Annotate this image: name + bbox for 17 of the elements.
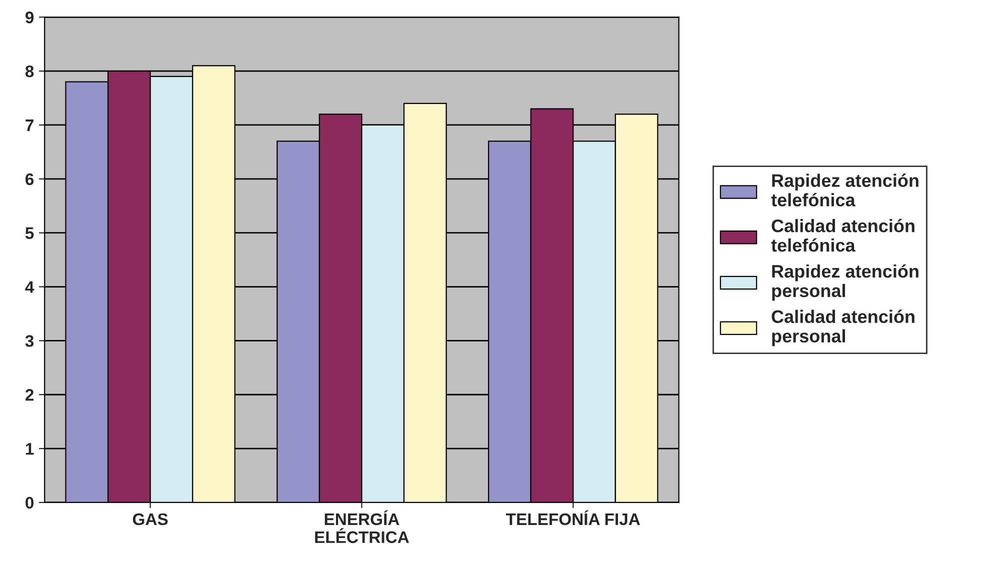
y-tick-label: 4 bbox=[25, 281, 34, 293]
y-tick-label: 1 bbox=[26, 443, 34, 455]
x-tick-label: GAS bbox=[132, 513, 168, 526]
y-tick-label: 7 bbox=[26, 120, 34, 132]
y-tick-label: 2 bbox=[25, 389, 34, 401]
y-tick-label: 6 bbox=[26, 173, 34, 186]
y-tick-label: 3 bbox=[25, 335, 34, 347]
legend-label: Calidad atención personal bbox=[772, 310, 914, 346]
y-tick-label: 5 bbox=[25, 227, 34, 240]
x-tick-label: TELEFONÍA FIJA bbox=[506, 510, 640, 526]
legend-label: Rapidez atención personal bbox=[772, 264, 918, 301]
x-tick-label: ENERGÍA ELÉCTRICA bbox=[315, 510, 409, 544]
y-tick-label: 8 bbox=[25, 65, 34, 78]
y-tick-label: 0 bbox=[26, 496, 34, 509]
legend-label: Rapidez atención telefónica bbox=[771, 174, 918, 206]
y-tick-label: 9 bbox=[25, 12, 34, 24]
legend-label: Calidad atención telefónica bbox=[771, 218, 914, 252]
